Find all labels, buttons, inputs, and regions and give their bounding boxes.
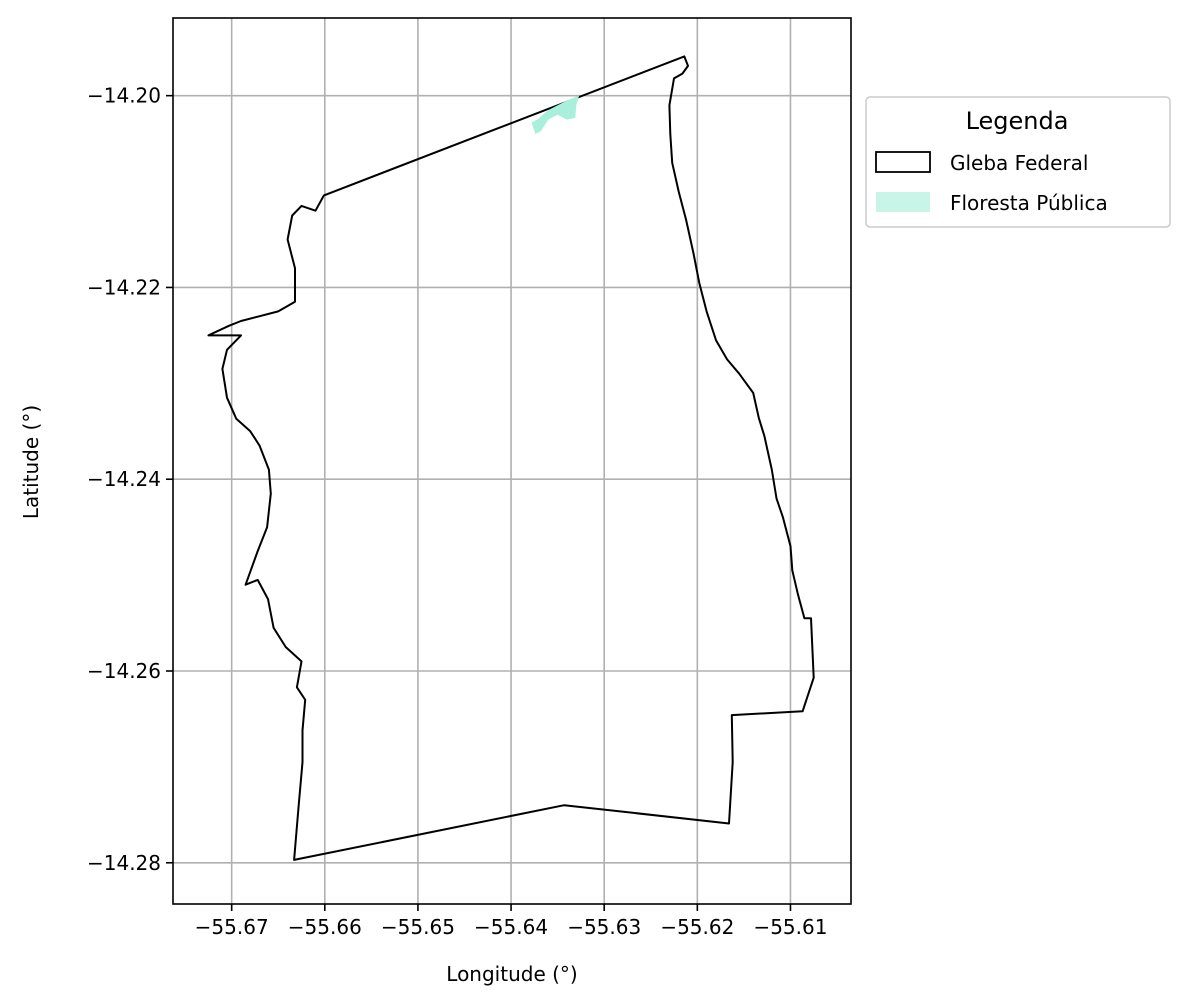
x-tick-label: −55.67 (195, 915, 269, 939)
legend-label-floresta-publica: Floresta Pública (950, 191, 1108, 215)
grid-lines (173, 18, 851, 904)
x-tick-label: −55.65 (381, 915, 455, 939)
y-axis-label: Latitude (°) (19, 405, 43, 519)
y-tick-label: −14.24 (87, 467, 161, 491)
y-tick-label: −14.22 (87, 275, 161, 299)
x-tick-label: −55.66 (288, 915, 362, 939)
legend-title: Legenda (966, 107, 1069, 135)
y-tick-label: −14.26 (87, 659, 161, 683)
x-axis-ticks: −55.67 −55.66 −55.65 −55.64 −55.63 −55.62 −55.… (195, 904, 827, 939)
x-tick-label: −55.62 (660, 915, 734, 939)
polygon-floresta-publica (531, 95, 580, 134)
y-tick-label: −14.28 (87, 851, 161, 875)
x-tick-label: −55.64 (474, 915, 548, 939)
legend-swatch-floresta-publica (876, 192, 930, 212)
x-tick-label: −55.63 (567, 915, 641, 939)
polygon-gleba-federal (207, 55, 815, 861)
x-tick-label: −55.61 (753, 915, 827, 939)
plot-area (173, 18, 851, 904)
legend-swatch-gleba-federal (875, 151, 931, 173)
legend-frame (865, 96, 1171, 228)
legend-label-gleba-federal: Gleba Federal (950, 151, 1088, 175)
y-axis-ticks: −14.20 −14.22 −14.24 −14.26 −14.28 (87, 84, 173, 875)
x-axis-label: Longitude (°) (446, 962, 577, 986)
map-layers (207, 55, 815, 861)
y-tick-label: −14.20 (87, 84, 161, 108)
plot-frame (172, 17, 852, 905)
legend: Legenda Gleba Federal Floresta Pública (865, 96, 1171, 228)
